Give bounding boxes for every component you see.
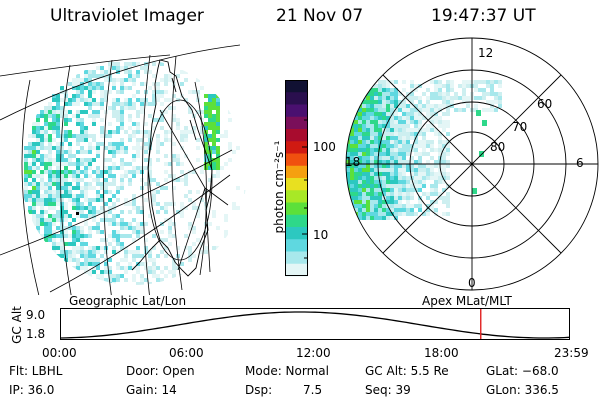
status-glat: GLat: −68.0	[486, 364, 559, 378]
mlat-label-80: 80	[490, 140, 506, 154]
geo-marker	[76, 212, 79, 215]
date-label: 21 Nov 07	[276, 6, 364, 26]
geo-emission-pixels	[24, 62, 247, 285]
coastline	[131, 59, 213, 277]
polar-grid	[345, 37, 599, 291]
status-dsp-value: 7.5	[303, 383, 323, 397]
altitude-timeline[interactable]	[60, 308, 570, 340]
timeline-ylabel: GC Alt	[10, 306, 24, 344]
status-dsp-label: Dsp:	[245, 383, 273, 397]
mlt-label-18: 18	[345, 155, 361, 169]
geographic-caption: Geographic Lat/Lon	[69, 294, 187, 308]
colorbar-tick-10: 10	[313, 228, 329, 242]
polar-emission-pixels	[346, 80, 502, 220]
timeline-xtick-1: 06:00	[169, 346, 204, 360]
instrument-title: Ultraviolet Imager	[50, 6, 204, 26]
timeline-xtick-4: 23:59	[554, 346, 589, 360]
timeline-xtick-3: 18:00	[424, 346, 459, 360]
status-ip: IP: 36.0	[9, 383, 55, 397]
mlt-label-0: 0	[468, 276, 476, 290]
mlt-label-6: 6	[576, 156, 584, 170]
timeline-ytick-bottom: 1.8	[26, 327, 46, 341]
status-mode: Mode: Normal	[245, 364, 329, 378]
apex-caption: Apex MLat/MLT	[422, 294, 512, 308]
status-seq: Seq: 39	[365, 383, 411, 397]
timeline-xtick-2: 12:00	[296, 346, 331, 360]
mlt-label-12: 12	[478, 46, 494, 60]
mlat-label-70: 70	[512, 120, 528, 134]
status-glon: GLon: 336.5	[486, 383, 559, 397]
geo-grid	[0, 44, 241, 295]
time-label: 19:47:37 UT	[431, 6, 536, 26]
colorbar	[285, 80, 308, 277]
status-door: Door: Open	[126, 364, 195, 378]
altitude-curve	[60, 311, 570, 339]
colorbar-tick-100: 100	[313, 140, 336, 154]
status-gain: Gain: 14	[126, 383, 177, 397]
status-flt: Flt: LBHL	[9, 364, 63, 378]
status-gc-alt: GC Alt: 5.5 Re	[365, 364, 449, 378]
timeline-xtick-0: 00:00	[42, 346, 77, 360]
mlat-label-60: 60	[537, 97, 553, 111]
timeline-ytick-top: 9.0	[26, 308, 46, 322]
